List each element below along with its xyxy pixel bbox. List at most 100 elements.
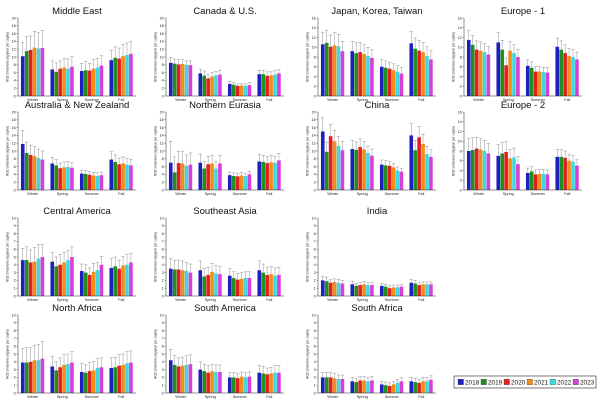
panel-australia-new-zealand: Australia & New Zealand 0 2 4 6 8 10 12 14 16 18 20… xyxy=(6,100,136,196)
y-tick-label: 14 xyxy=(458,26,462,30)
y-tick-label: 18 xyxy=(12,24,16,28)
bar-south-africa-summer-2018 xyxy=(379,384,384,393)
bar-middle-east-winter-2022 xyxy=(36,48,41,96)
y-tick-label: 3 xyxy=(162,368,164,372)
x-tick-label: Winter xyxy=(175,98,187,102)
x-tick-label: Spring xyxy=(57,395,68,399)
y-tick-label: 8 xyxy=(314,232,316,236)
bar-south-america-summer-2023 xyxy=(247,376,252,393)
x-tick-label: Spring xyxy=(357,395,368,399)
bar-south-america-winter-2022 xyxy=(184,364,189,393)
x-tick-label: Spring xyxy=(205,98,216,102)
bar-japan-korea-taiwan-winter-2021 xyxy=(332,45,337,96)
y-axis-label: NO2 emissions (kg/year per capita) xyxy=(306,232,310,282)
bar-middle-east-summer-2019 xyxy=(83,70,88,96)
x-tick-label: Summer xyxy=(531,192,546,196)
bar-south-america-fall-2022 xyxy=(273,372,277,393)
bar-europe-1-fall-2018 xyxy=(555,46,560,96)
panel-europe-2: Europe - 2 0 2 4 6 8 10 12 14 16 NO2 emissions (kg… xyxy=(452,100,582,196)
bar-europe-1-summer-2019 xyxy=(529,67,534,96)
y-tick-label: 0 xyxy=(14,294,16,298)
bar-china-fall-2020 xyxy=(417,137,421,190)
panel-northern-eurasia: Northern Eurasia 0 2 4 6 8 10 12 14 16 18 20 NO2 emi… xyxy=(154,100,284,196)
y-tick-label: 2 xyxy=(460,179,462,183)
bar-central-america-winter-2018 xyxy=(20,260,25,296)
bar-south-america-spring-2022 xyxy=(214,371,218,393)
legend-label-2019: 2019 xyxy=(488,379,503,386)
bar-india-fall-2019 xyxy=(413,283,418,296)
y-tick-label: 12 xyxy=(458,130,462,134)
x-tick-label: Fall xyxy=(418,98,424,102)
bar-china-spring-2020 xyxy=(358,147,362,190)
legend-label-2020: 2020 xyxy=(511,379,526,386)
y-tick-label: 14 xyxy=(160,40,164,44)
bar-australia-new-zealand-spring-2020 xyxy=(58,168,62,190)
bar-north-africa-fall-2021 xyxy=(121,364,125,393)
y-tick-label: 4 xyxy=(314,263,316,267)
bar-north-africa-spring-2018 xyxy=(50,366,55,393)
bar-canada-u-s-fall-2018 xyxy=(257,74,262,96)
bar-china-winter-2021 xyxy=(332,141,337,190)
bar-europe-1-fall-2022 xyxy=(571,57,575,96)
y-tick-label: 4 xyxy=(14,360,16,364)
bar-north-africa-fall-2018 xyxy=(109,368,114,393)
y-tick-label: 8 xyxy=(314,329,316,333)
bar-south-africa-spring-2021 xyxy=(362,380,366,393)
bar-china-summer-2020 xyxy=(387,165,392,190)
legend-swatch-2022 xyxy=(549,379,556,385)
bar-japan-korea-taiwan-summer-2022 xyxy=(395,71,400,96)
bar-europe-2-spring-2018 xyxy=(496,155,501,190)
bar-central-america-spring-2018 xyxy=(50,261,55,296)
bar-north-africa-summer-2019 xyxy=(83,372,88,393)
bar-northern-eurasia-summer-2023 xyxy=(247,174,252,190)
bar-china-spring-2019 xyxy=(354,149,359,190)
bar-china-spring-2022 xyxy=(366,152,370,190)
bar-india-fall-2023 xyxy=(429,284,433,296)
bar-china-winter-2020 xyxy=(328,136,333,190)
bar-southeast-asia-summer-2023 xyxy=(247,278,252,296)
bar-central-america-summer-2019 xyxy=(83,272,88,296)
bar-northern-eurasia-winter-2018 xyxy=(168,162,173,190)
bar-china-winter-2022 xyxy=(336,145,341,190)
bar-central-america-summer-2021 xyxy=(91,271,96,296)
bar-southeast-asia-winter-2020 xyxy=(176,269,181,296)
y-tick-label: 6 xyxy=(14,345,16,349)
bar-europe-1-spring-2020 xyxy=(504,65,508,96)
y-tick-label: 12 xyxy=(312,36,316,40)
bar-europe-1-winter-2023 xyxy=(486,54,491,96)
panel-title: Japan, Korea, Taiwan xyxy=(331,6,422,17)
bar-canada-u-s-winter-2020 xyxy=(176,64,181,96)
bar-northern-eurasia-fall-2021 xyxy=(269,162,273,190)
y-tick-label: 5 xyxy=(14,352,16,356)
bar-north-africa-fall-2020 xyxy=(117,365,121,393)
panel-middle-east: Middle East 0 2 4 6 8 10 12 14 16 18 20 NO2 emission… xyxy=(6,6,136,102)
y-tick-label: 8 xyxy=(162,157,164,161)
bar-canada-u-s-winter-2023 xyxy=(188,65,193,96)
y-tick-label: 0 xyxy=(162,294,164,298)
y-tick-label: 4 xyxy=(14,79,16,83)
legend-label-2021: 2021 xyxy=(534,379,549,386)
bar-southeast-asia-winter-2022 xyxy=(184,271,189,296)
panel-title: North Africa xyxy=(52,303,102,314)
y-axis-label: NO2 emissions (kg/year per capita) xyxy=(452,126,456,176)
y-tick-label: 0 xyxy=(460,188,462,192)
y-tick-label: 4 xyxy=(14,263,16,267)
bar-europe-2-spring-2022 xyxy=(512,157,516,190)
y-tick-label: 18 xyxy=(12,118,16,122)
bar-canada-u-s-spring-2021 xyxy=(210,76,214,96)
bar-south-africa-summer-2022 xyxy=(395,382,400,393)
y-tick-label: 10 xyxy=(312,149,316,153)
legend-swatch-2018 xyxy=(457,379,464,385)
bar-japan-korea-taiwan-winter-2019 xyxy=(324,42,329,96)
bar-northern-eurasia-winter-2020 xyxy=(176,163,181,190)
y-tick-label: 7 xyxy=(162,240,164,244)
bar-canada-u-s-winter-2022 xyxy=(184,64,189,96)
bar-india-winter-2019 xyxy=(324,281,329,296)
bar-north-africa-summer-2020 xyxy=(87,371,92,393)
bar-northern-eurasia-winter-2022 xyxy=(184,165,189,190)
y-tick-label: 4 xyxy=(314,360,316,364)
bar-south-africa-fall-2019 xyxy=(413,382,418,393)
bar-southeast-asia-fall-2019 xyxy=(261,272,266,296)
y-tick-label: 8 xyxy=(460,149,462,153)
bar-northern-eurasia-spring-2020 xyxy=(206,164,210,190)
